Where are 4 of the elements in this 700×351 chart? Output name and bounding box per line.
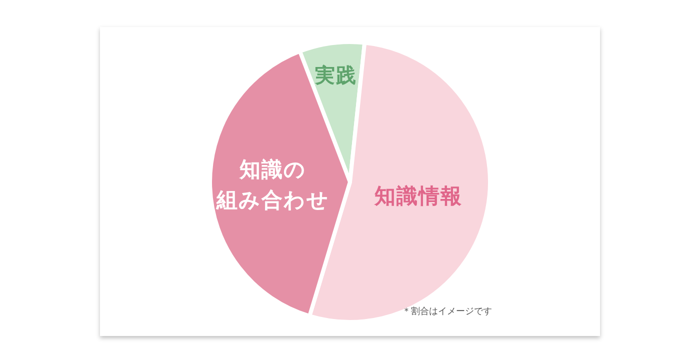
slice-label: 知識の組み合わせ — [216, 158, 330, 212]
text: ＊割合はイメージです — [402, 306, 492, 317]
slice-label: 知識情報 — [374, 184, 463, 208]
slice-label: 実践 — [314, 63, 357, 88]
